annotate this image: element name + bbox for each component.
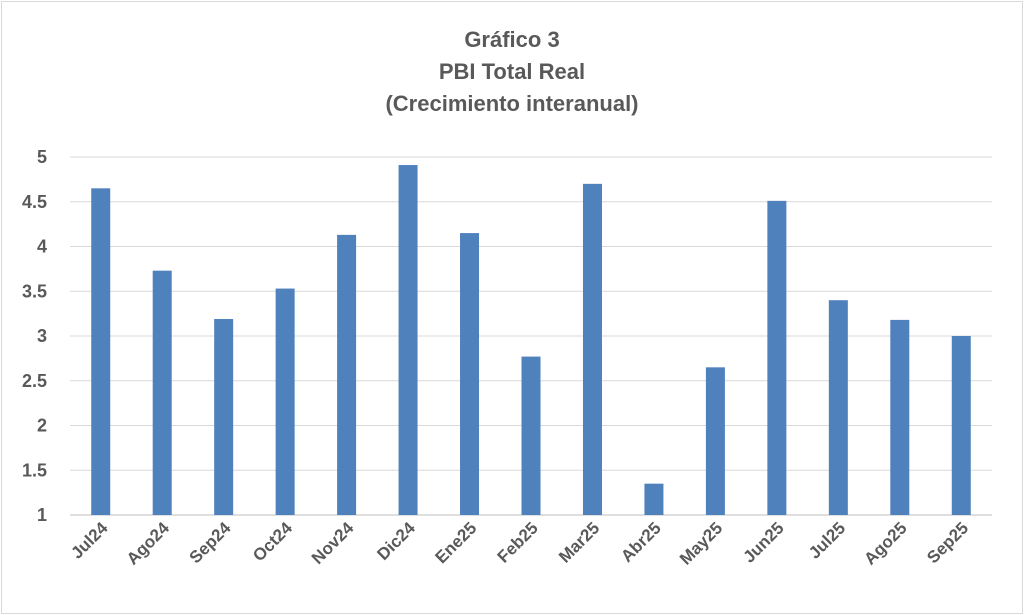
x-tick-label: Nov24 bbox=[308, 518, 358, 568]
x-tick-label: Mar25 bbox=[555, 518, 603, 566]
x-tick-label: Jul25 bbox=[805, 518, 849, 562]
y-tick-label: 3 bbox=[37, 326, 47, 346]
y-tick-label: 1 bbox=[37, 505, 47, 525]
x-tick-label: Feb25 bbox=[494, 518, 542, 566]
bar-oct24 bbox=[275, 288, 295, 515]
bar-jun25 bbox=[767, 200, 787, 516]
bar-abr25 bbox=[644, 483, 664, 515]
bar-jul25 bbox=[828, 300, 848, 515]
x-tick-label: Ago25 bbox=[860, 518, 910, 568]
y-tick-label: 4 bbox=[37, 237, 47, 257]
bar-may25 bbox=[705, 367, 725, 515]
x-tick-label: Ene25 bbox=[432, 518, 481, 567]
x-tick-label: Sep25 bbox=[923, 518, 972, 567]
y-tick-label: 4.5 bbox=[22, 192, 47, 212]
y-tick-label: 3.5 bbox=[22, 281, 47, 301]
y-tick-label: 2.5 bbox=[22, 371, 47, 391]
chart-title: Gráfico 3 PBI Total Real (Crecimiento in… bbox=[0, 24, 1024, 120]
bar-ago24 bbox=[152, 270, 172, 515]
bar-sep24 bbox=[214, 318, 234, 515]
x-tick-label: Jul24 bbox=[67, 518, 112, 563]
bar-mar25 bbox=[582, 183, 602, 515]
title-line-2: PBI Total Real bbox=[438, 59, 586, 84]
x-tick-label: Sep24 bbox=[186, 518, 235, 567]
title-line-1: Gráfico 3 bbox=[464, 27, 560, 52]
x-tick-label: Abr25 bbox=[617, 518, 665, 566]
x-tick-label: Oct24 bbox=[249, 518, 296, 565]
bar-nov24 bbox=[337, 234, 357, 516]
bar-sep25 bbox=[951, 336, 971, 515]
x-tick-label: Dic24 bbox=[373, 518, 419, 564]
x-tick-label: Ago24 bbox=[123, 518, 174, 569]
y-tick-label: 1.5 bbox=[22, 460, 47, 480]
bar-jul24 bbox=[91, 188, 111, 515]
y-tick-label: 5 bbox=[37, 147, 47, 167]
bar-dic24 bbox=[398, 165, 418, 515]
bar-ene25 bbox=[460, 233, 480, 515]
x-tick-label: May25 bbox=[676, 518, 726, 568]
bar-feb25 bbox=[521, 356, 541, 515]
bar-ago25 bbox=[890, 319, 910, 515]
x-tick-label: Jun25 bbox=[740, 518, 788, 566]
y-tick-label: 2 bbox=[37, 416, 47, 436]
title-line-3: (Crecimiento interanual) bbox=[385, 91, 639, 116]
